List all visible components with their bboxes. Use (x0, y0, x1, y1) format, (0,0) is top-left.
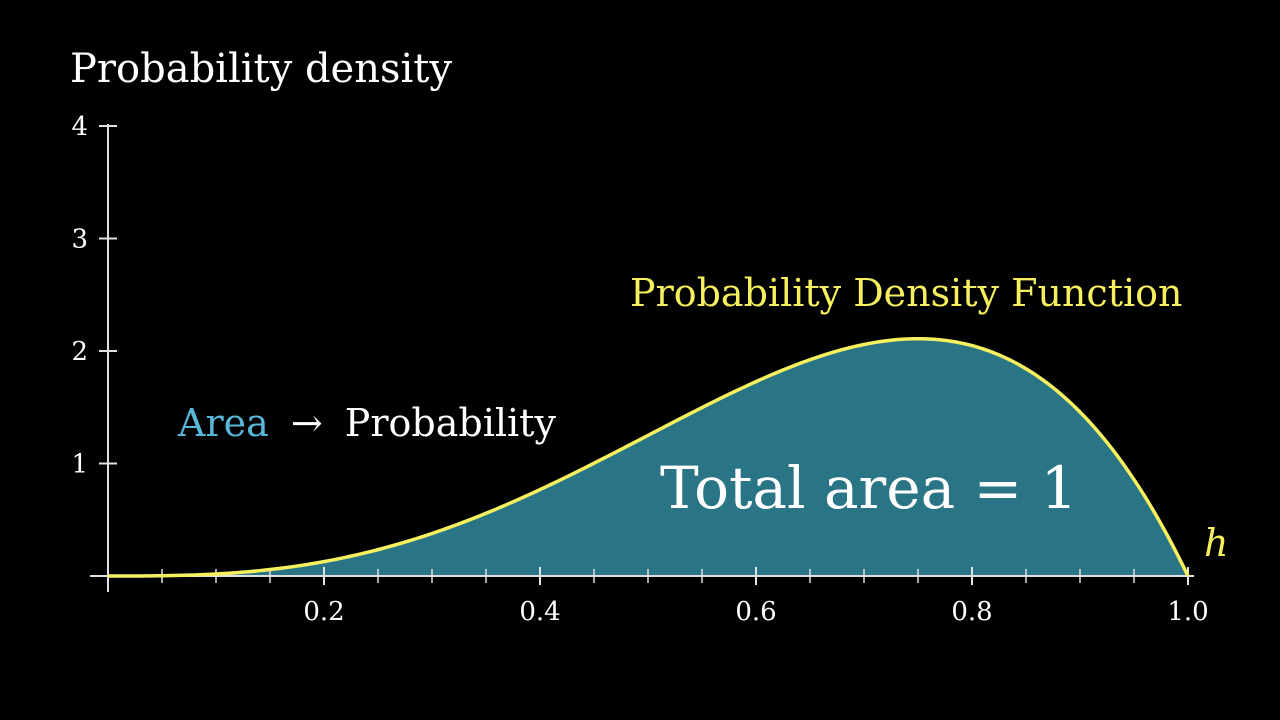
y-axis-label: Probability density (70, 46, 452, 92)
x-axis-label: h (1204, 521, 1228, 565)
y-tick-label: 4 (71, 112, 88, 142)
curve-layer (108, 336, 1190, 578)
total-area-annotation: Total area = 1 (660, 454, 1078, 522)
x-tick-label: 1.0 (1167, 597, 1208, 627)
x-tick-label: 0.8 (951, 597, 992, 627)
area-under-curve (108, 338, 1188, 576)
y-tick-label: 3 (71, 225, 88, 255)
area-probability-annotation: Area → Probability (177, 401, 556, 445)
area-word: Area (177, 401, 269, 445)
x-tick-label: 0.2 (303, 597, 344, 627)
probability-word: Probability (345, 401, 557, 445)
area-fill-layer (108, 338, 1188, 576)
x-tick-label: 0.4 (519, 597, 560, 627)
pdf-curve (108, 336, 1190, 578)
series-label: Probability Density Function (630, 271, 1182, 315)
axes-layer: 0.2 0.4 0.6 0.8 1.0 1 2 3 4 (71, 112, 1208, 627)
y-tick-label: 1 (71, 450, 88, 480)
x-tick-label: 0.6 (735, 597, 776, 627)
y-tick-label: 2 (71, 337, 88, 367)
arrow-glyph: → (291, 401, 323, 445)
